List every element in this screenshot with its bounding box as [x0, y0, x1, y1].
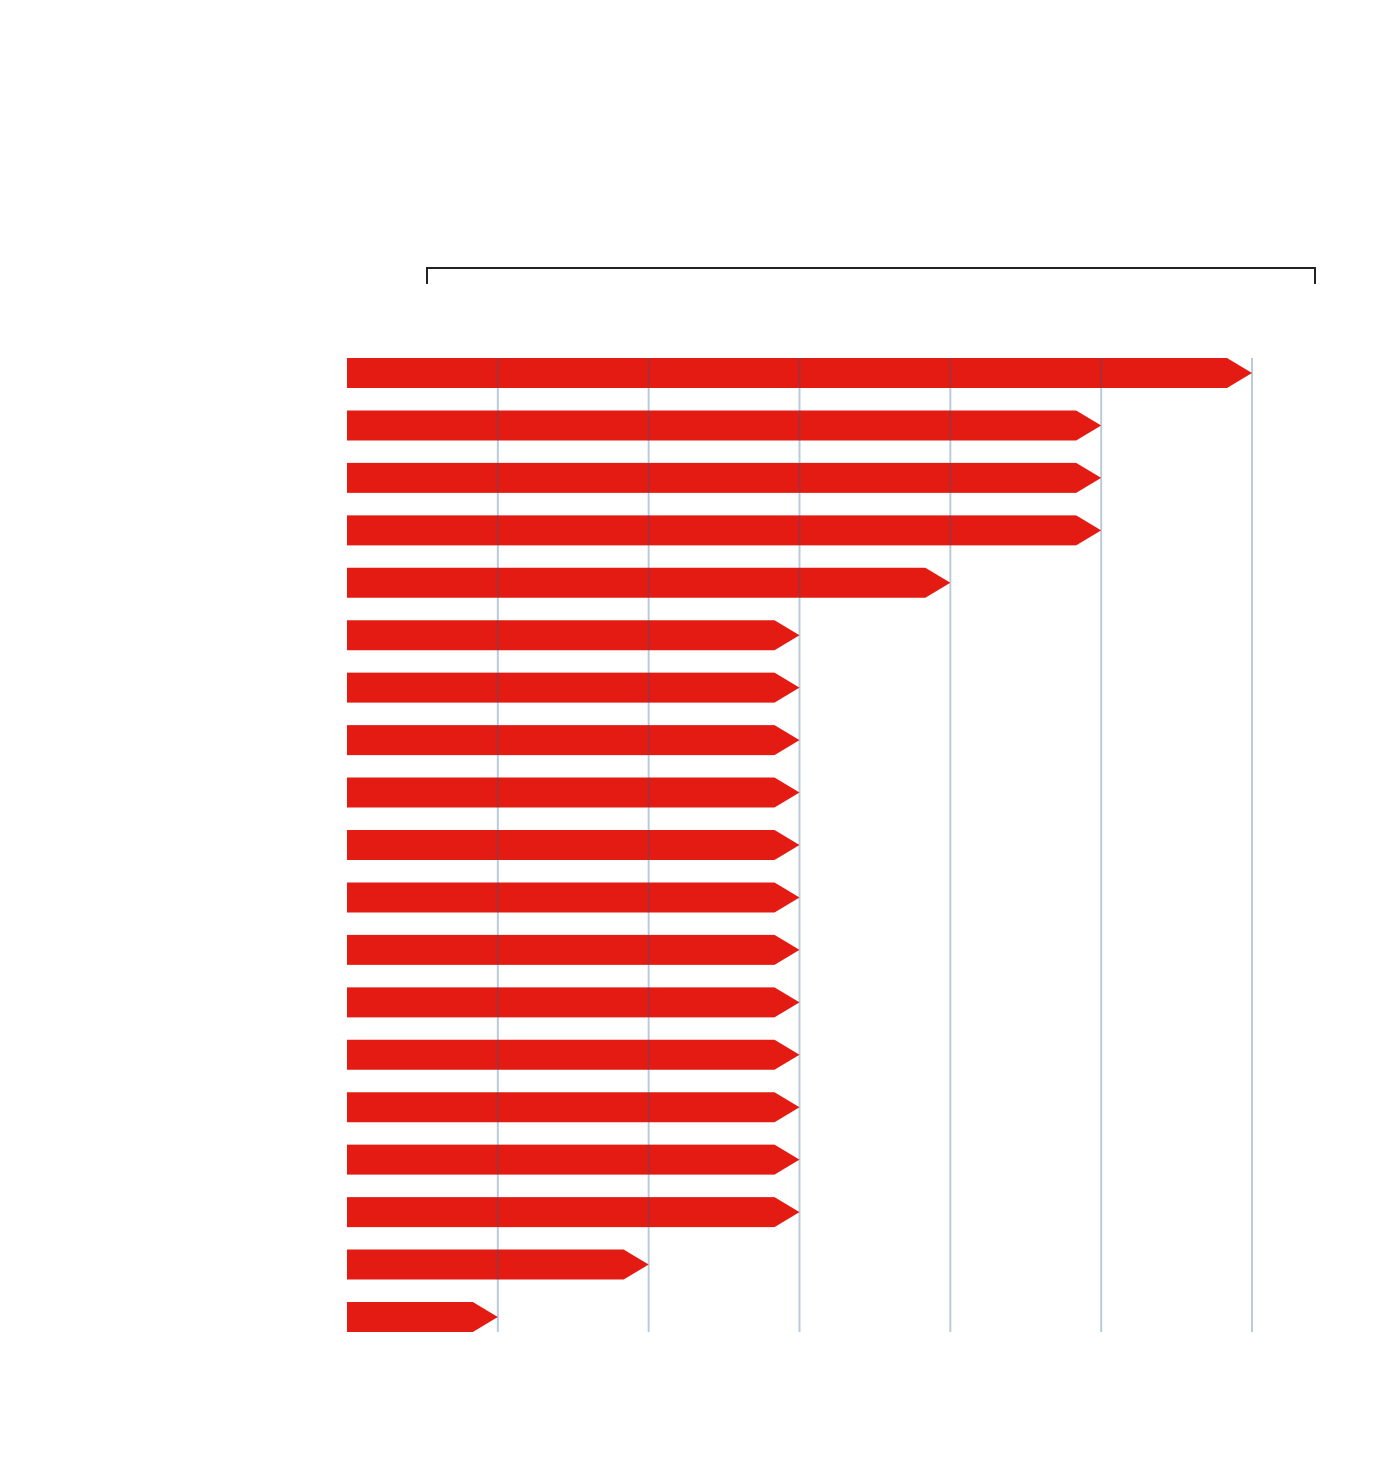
bar [347, 672, 800, 703]
bar [347, 1249, 649, 1280]
bar [347, 567, 951, 598]
bracket [426, 267, 1316, 284]
bar [347, 934, 800, 965]
bar [347, 987, 800, 1018]
bar [347, 830, 800, 860]
bar [347, 1302, 498, 1332]
bar [347, 777, 800, 808]
bar [347, 725, 800, 756]
bar [347, 515, 1102, 546]
bar [347, 882, 800, 913]
bar [347, 358, 1252, 388]
bar [347, 1039, 800, 1070]
bar [347, 620, 800, 651]
bar [347, 462, 1102, 493]
bar [347, 1197, 800, 1228]
bar [347, 1092, 800, 1123]
bar [347, 1144, 800, 1175]
bar [347, 410, 1102, 441]
